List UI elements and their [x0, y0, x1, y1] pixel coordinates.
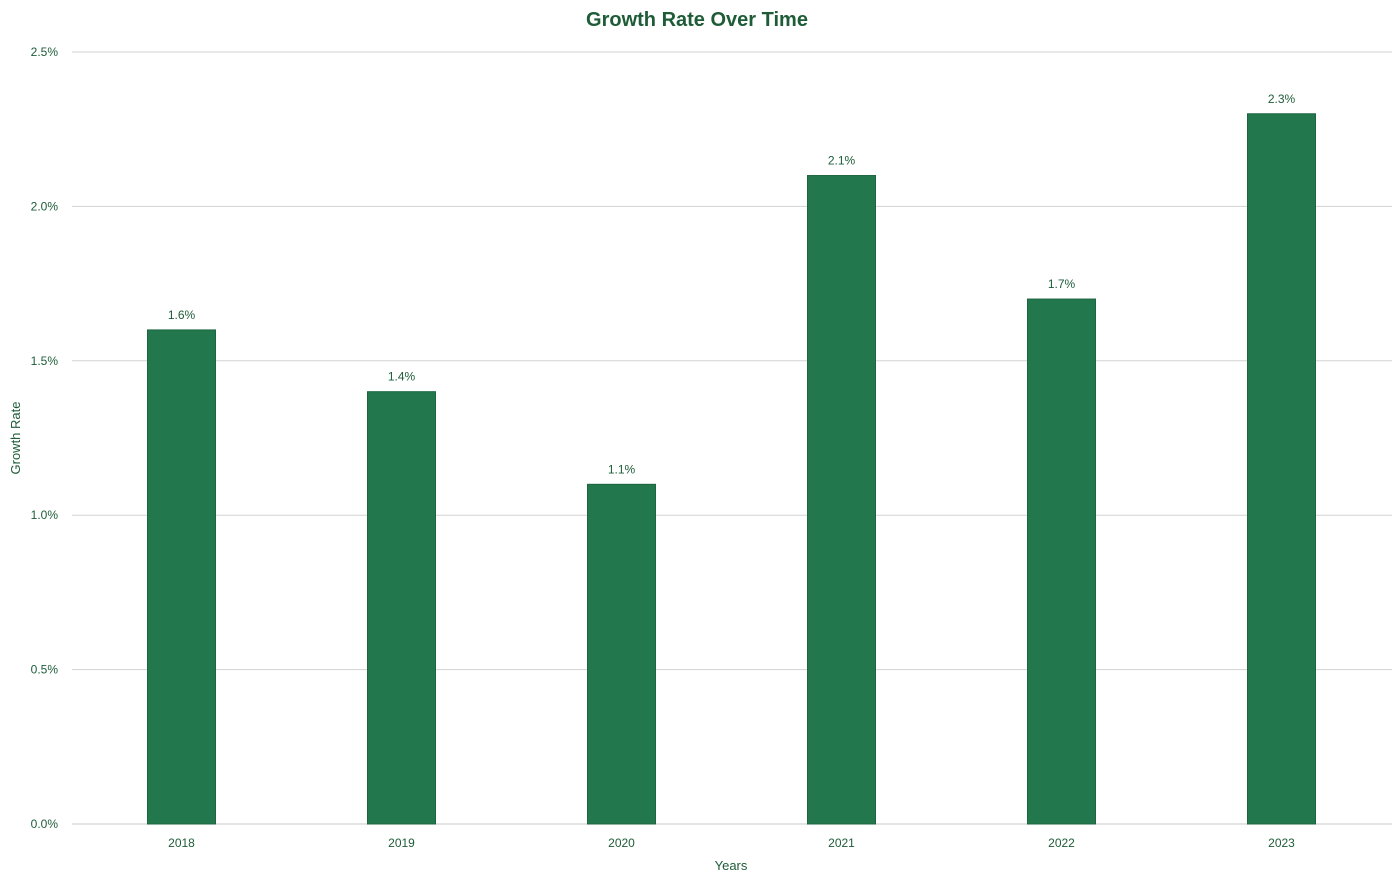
x-tick-label: 2023	[1268, 836, 1295, 850]
bar	[807, 175, 876, 825]
y-tick-label: 2.5%	[31, 45, 59, 59]
x-tick-label: 2019	[388, 836, 415, 850]
y-tick-label: 0.0%	[31, 817, 59, 831]
x-tick-label: 2020	[608, 836, 635, 850]
x-tick-label: 2022	[1048, 836, 1075, 850]
x-tick-label: 2018	[168, 836, 195, 850]
bar	[587, 483, 656, 825]
y-tick-label: 1.5%	[31, 354, 59, 368]
y-axis-ticks: 0.0% 0.5% 1.0% 1.5% 2.0% 2.5%	[31, 45, 59, 831]
data-label: 2.1%	[828, 154, 856, 168]
bars	[147, 113, 1316, 825]
data-label: 1.7%	[1048, 277, 1076, 291]
data-label: 1.4%	[388, 370, 416, 384]
x-axis-ticks: 2018 2019 2020 2021 2022 2023	[168, 836, 1295, 850]
bar	[367, 391, 436, 825]
y-tick-label: 2.0%	[31, 199, 59, 213]
x-axis-title: Years	[715, 858, 748, 873]
chart-title: Growth Rate Over Time	[586, 9, 808, 31]
gridlines	[72, 51, 1392, 825]
bar	[1027, 298, 1096, 825]
y-axis-title: Growth Rate	[8, 402, 23, 475]
data-label: 1.1%	[608, 462, 636, 476]
bar	[147, 329, 216, 825]
y-tick-label: 0.5%	[31, 663, 59, 677]
data-label: 1.6%	[168, 308, 196, 322]
data-labels: 1.6% 1.4% 1.1% 2.1% 1.7% 2.3%	[168, 92, 1296, 477]
bar	[1247, 113, 1316, 825]
x-tick-label: 2021	[828, 836, 855, 850]
y-tick-label: 1.0%	[31, 508, 59, 522]
data-label: 2.3%	[1268, 92, 1296, 106]
